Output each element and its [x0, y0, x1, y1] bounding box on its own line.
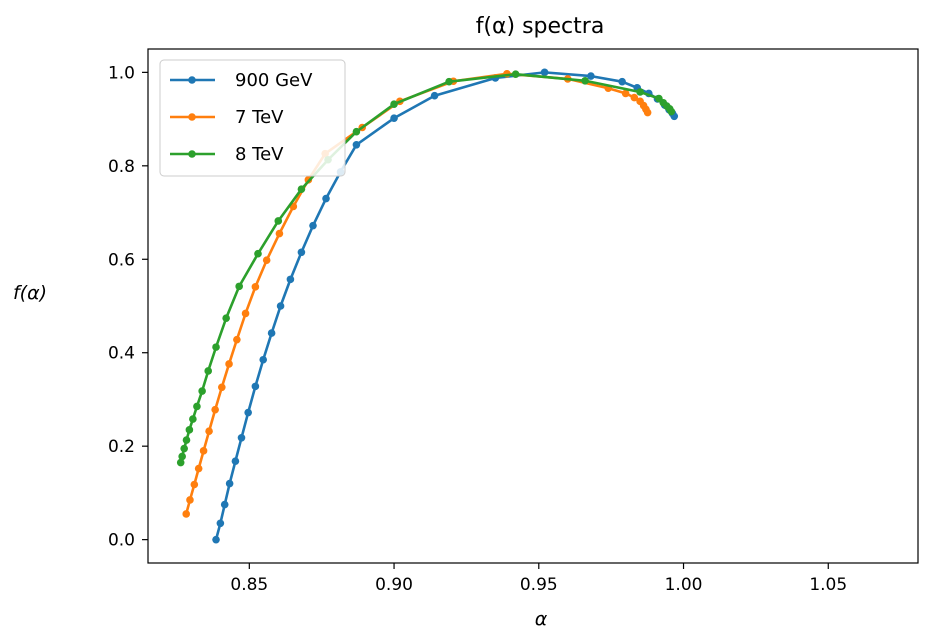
- data-point-7-tev: [225, 360, 233, 368]
- data-point-7-tev: [630, 93, 639, 102]
- data-point-8-tev: [445, 77, 453, 86]
- data-point-8-tev: [176, 458, 185, 467]
- x-tick-label: 0.95: [520, 575, 558, 595]
- data-point-900-gev: [244, 408, 252, 417]
- x-tick-label: 0.90: [375, 575, 413, 595]
- data-point-8-tev: [667, 107, 676, 116]
- data-point-7-tev: [218, 383, 226, 392]
- legend-label-8-tev: 8 TeV: [235, 144, 284, 165]
- data-point-8-tev: [178, 452, 186, 461]
- legend-marker-8-tev: [188, 150, 196, 158]
- data-point-8-tev: [511, 70, 520, 79]
- data-point-900-gev: [231, 457, 240, 465]
- legend-marker-900-gev: [188, 76, 196, 84]
- data-point-900-gev: [309, 221, 317, 230]
- y-tick-label: 0.0: [108, 531, 135, 551]
- data-point-8-tev: [189, 415, 197, 423]
- legend-label-7-tev: 7 TeV: [235, 107, 284, 128]
- plot-area: [176, 68, 679, 544]
- legend-label-900-gev: 900 GeV: [235, 70, 313, 91]
- data-point-900-gev: [251, 382, 260, 391]
- data-point-7-tev: [211, 405, 219, 414]
- data-point-8-tev: [193, 402, 201, 411]
- data-point-8-tev: [274, 217, 283, 225]
- legend-marker-7-tev: [188, 113, 196, 121]
- data-point-7-tev: [233, 335, 241, 344]
- y-tick-label: 0.6: [108, 250, 135, 270]
- data-point-8-tev: [180, 444, 188, 453]
- data-point-8-tev: [204, 367, 213, 375]
- y-axis-label: f(α): [13, 282, 47, 304]
- y-tick-label: 1.0: [108, 63, 135, 83]
- data-point-900-gev: [297, 248, 306, 257]
- data-point-900-gev: [587, 72, 595, 80]
- data-point-7-tev: [182, 510, 191, 518]
- data-point-8-tev: [390, 100, 398, 108]
- data-point-900-gev: [225, 479, 234, 488]
- data-point-8-tev: [581, 76, 589, 85]
- data-point-8-tev: [297, 185, 306, 193]
- x-tick-label: 1.00: [665, 575, 703, 595]
- data-point-7-tev: [205, 427, 213, 436]
- x-tick-label: 0.85: [230, 575, 268, 595]
- data-point-7-tev: [186, 496, 194, 504]
- data-point-8-tev: [352, 127, 361, 136]
- data-point-900-gev: [322, 194, 330, 203]
- x-axis: 0.85 0.90 0.95 1.00 1.05: [230, 563, 847, 595]
- data-point-8-tev: [222, 314, 230, 322]
- data-point-8-tev: [636, 88, 644, 96]
- y-axis: 0.0 0.2 0.4 0.6 0.8 1.0: [108, 63, 148, 551]
- data-point-900-gev: [259, 355, 268, 364]
- data-point-7-tev: [621, 89, 630, 98]
- legend-box: [159, 59, 346, 177]
- data-point-8-tev: [254, 249, 262, 258]
- data-point-7-tev: [251, 283, 260, 291]
- data-point-900-gev: [220, 500, 229, 509]
- data-point-900-gev: [267, 329, 276, 337]
- data-point-8-tev: [235, 282, 243, 291]
- data-point-900-gev: [237, 433, 246, 442]
- data-point-900-gev: [276, 302, 285, 310]
- y-tick-label: 0.8: [108, 157, 135, 177]
- data-point-900-gev: [430, 91, 439, 100]
- legend: 900 GeV 7 TeV 8 TeV: [159, 59, 346, 177]
- data-point-7-tev: [275, 229, 284, 238]
- x-tick-label: 1.05: [809, 575, 847, 595]
- data-point-900-gev: [286, 275, 295, 284]
- data-point-8-tev: [185, 426, 194, 434]
- data-point-900-gev: [216, 519, 225, 528]
- data-point-7-tev: [190, 480, 199, 489]
- data-point-900-gev: [352, 140, 361, 149]
- y-tick-label: 0.2: [108, 437, 135, 457]
- data-point-7-tev: [241, 309, 250, 318]
- chart-title: f(α) spectra: [476, 14, 605, 39]
- plot-frame: [147, 48, 919, 564]
- data-point-8-tev: [182, 436, 191, 444]
- data-point-8-tev: [198, 387, 206, 395]
- data-point-7-tev: [643, 108, 652, 117]
- y-tick-label: 0.4: [108, 344, 135, 364]
- data-point-900-gev: [540, 68, 549, 77]
- data-point-7-tev: [199, 447, 208, 455]
- data-point-900-gev: [212, 535, 220, 544]
- data-point-8-tev: [212, 343, 220, 351]
- data-point-7-tev: [262, 256, 271, 265]
- data-point-900-gev: [390, 114, 398, 122]
- x-axis-label: α: [535, 608, 548, 630]
- data-point-7-tev: [194, 464, 203, 473]
- data-point-900-gev: [618, 77, 626, 86]
